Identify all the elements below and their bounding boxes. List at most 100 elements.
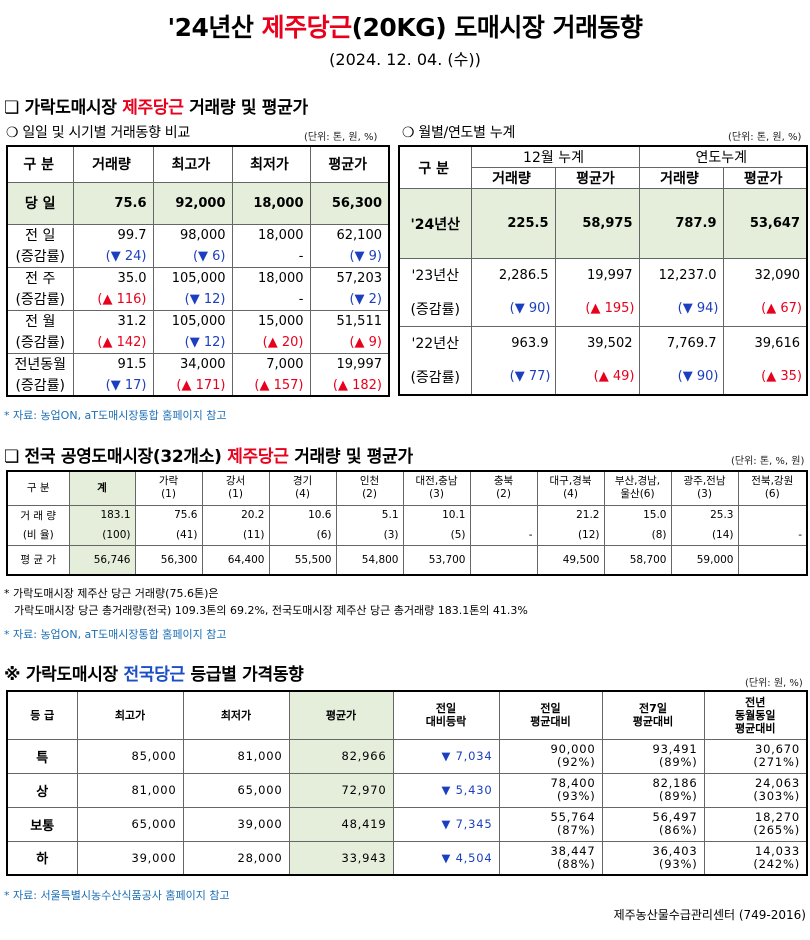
market-count: (3) — [429, 488, 444, 501]
cell-value: 62,100 — [309, 223, 390, 246]
col-header-line: 전년 — [745, 695, 766, 709]
comparison-value: 56,497 — [652, 810, 698, 824]
cell-value: 963.9 — [470, 326, 556, 360]
cumulative-subtitle: ❍ 월별/연도별 누계 — [402, 125, 516, 141]
market-name: 인천 — [359, 475, 380, 488]
comparison-percent: (242%) — [753, 856, 800, 871]
change-rate: (▼ 12) — [152, 332, 233, 354]
comparison-cell: 55,764 (87%) — [498, 806, 603, 842]
cell-value: 57,203 — [309, 266, 390, 289]
market-name: 가락 — [158, 475, 179, 488]
change-rate: (▼ 12) — [152, 289, 233, 311]
change-rate: (▲ 142) — [72, 332, 154, 354]
title-highlight: 제주당근 — [261, 13, 353, 42]
col-header: 평균가 — [554, 167, 640, 189]
cell-value: 31.2 — [72, 309, 154, 332]
cell-value: 12,237.0 — [638, 258, 724, 292]
cell-value: 53,700 — [402, 544, 471, 576]
market-name: 경기 — [292, 475, 313, 488]
cell-value: (5) — [402, 525, 471, 546]
market-count: 울산(6) — [620, 488, 655, 501]
avg-price: 72,970 — [288, 772, 394, 808]
min-price: 81,000 — [182, 738, 290, 774]
cell-value: 18,000 — [231, 266, 311, 289]
cell-value — [737, 504, 808, 525]
cell-value: 39,616 — [722, 326, 808, 360]
row-sublabel: (증감률) — [6, 375, 74, 397]
col-header: 전일 대비등락 — [392, 690, 500, 740]
cell-value: 105,000 — [152, 309, 233, 332]
prev-day-diff: ▼ 7,034 — [392, 738, 500, 774]
table-row-price: 평 균 가 56,746 56,300 64,400 55,500 54,800 53,7… — [6, 544, 808, 576]
cell-value: 105,000 — [152, 266, 233, 289]
change-rate: (▲ 20) — [231, 332, 311, 354]
comparison-value: 93,491 — [652, 742, 698, 756]
col-header: 최고가 — [76, 690, 184, 740]
section3-unit: (단위: 원, %) — [745, 678, 803, 689]
market-count: (2) — [362, 488, 377, 501]
table-row: 전년동월 91.5 34,000 7,000 19,997 — [6, 352, 390, 375]
change-rate: (▲ 9) — [309, 332, 390, 354]
row-sublabel: (증감률) — [6, 332, 74, 354]
avg-price: 48,419 — [288, 806, 394, 842]
cell-value: 7,000 — [231, 352, 311, 375]
table-row: 상 81,000 65,000 72,970 ▼ 5,430 78,400 (93%) 82,… — [6, 772, 808, 808]
daily-compare-subtitle: ❍ 일일 및 시기별 거래동향 비교 — [6, 125, 190, 141]
comparison-percent: (265%) — [753, 823, 800, 837]
max-price: 85,000 — [76, 738, 184, 774]
comparison-percent: (89%) — [658, 755, 698, 769]
table-row-change: (증감률) (▲ 142) (▼ 12) (▲ 20) (▲ 9) — [6, 332, 390, 354]
change-rate: (▲ 195) — [554, 291, 640, 327]
min-price: 39,000 — [182, 806, 290, 842]
table-row-change: (증감률) (▼ 90) (▲ 195) (▼ 94) (▲ 67) — [398, 291, 808, 327]
col-header-line: 평균가 — [325, 708, 357, 722]
comparison-percent: (86%) — [658, 823, 698, 837]
cell-value: 10.1 — [402, 504, 471, 525]
cell-value: 15,000 — [231, 309, 311, 332]
comparison-percent: (93%) — [556, 789, 596, 803]
market-header: 충북 (2) — [469, 470, 538, 506]
table-header-row: 구 분 계 가락 (1) 강서 (1) 경기 (4) 인천 (2) 대전,충남 (3) 충북 (2) 대… — [6, 470, 808, 506]
table-row: 특 85,000 81,000 82,966 ▼ 7,034 90,000 (92%) 93,… — [6, 738, 808, 774]
cell-value: 32,090 — [722, 258, 808, 292]
cell-value: 34,000 — [152, 352, 233, 375]
cell-value: (14) — [670, 525, 739, 546]
market-count: (2) — [496, 488, 511, 501]
market-header: 광주,전남 (3) — [670, 470, 739, 506]
col-header: 거래량 — [638, 167, 724, 189]
section2-title-highlight: 제주당근 — [227, 447, 289, 467]
market-name: 전북,강원 — [751, 475, 794, 488]
col-header: 구 분 — [398, 145, 472, 189]
row-label: 전 월 — [6, 309, 74, 332]
col-header-line: 전일 — [435, 702, 457, 716]
comparison-percent: (89%) — [658, 789, 698, 803]
cell-value: 98,000 — [152, 223, 233, 246]
row-label: 전 일 — [6, 223, 74, 246]
col-header-year: 연도누계 — [638, 145, 808, 168]
section1-title-prefix: ❏ 가락도매시장 — [4, 98, 123, 118]
comparison-value: 36,403 — [652, 843, 698, 858]
section1-title: ❏ 가락도매시장 제주당근 거래량 및 평균가 — [4, 93, 308, 118]
comparison-value: 14,033 — [754, 843, 800, 858]
market-count: (6) — [764, 488, 780, 501]
cell-value: 99.7 — [72, 223, 154, 246]
cell-value: 5.1 — [335, 504, 404, 525]
grade-price-table: 등 급 최고가 최저가 평균가 전일 대비등락 전일 평균대비 전7일 평균대비 전년 동월동일 평균대… — [6, 690, 808, 876]
comparison-cell: 30,670 (271%) — [703, 738, 808, 774]
change-rate: (▲ 116) — [72, 289, 154, 311]
market-count: (4) — [295, 488, 310, 501]
col-header-line: 평균대비 — [735, 721, 776, 735]
row-label: (비 율) — [6, 525, 70, 546]
col-header: 평균가 — [722, 167, 808, 189]
table-row: '22년산 963.9 39,502 7,769.7 39,616 — [398, 326, 808, 360]
summary-note-detail: 가락도매시장 당근 총거래량(전국) 109.3톤의 69.2%, 전국도매시장… — [14, 604, 528, 617]
market-name: 강서 — [225, 475, 246, 488]
comparison-cell: 78,400 (93%) — [498, 772, 603, 808]
row-label: 평 균 가 — [6, 544, 70, 576]
market-name: 대구,경북 — [549, 475, 592, 488]
change-rate: (▼ 17) — [72, 375, 154, 397]
row-label: '23년산 — [398, 258, 472, 292]
row-label: '22년산 — [398, 326, 472, 360]
cell-value: - — [737, 525, 808, 546]
cell-value — [737, 544, 808, 576]
